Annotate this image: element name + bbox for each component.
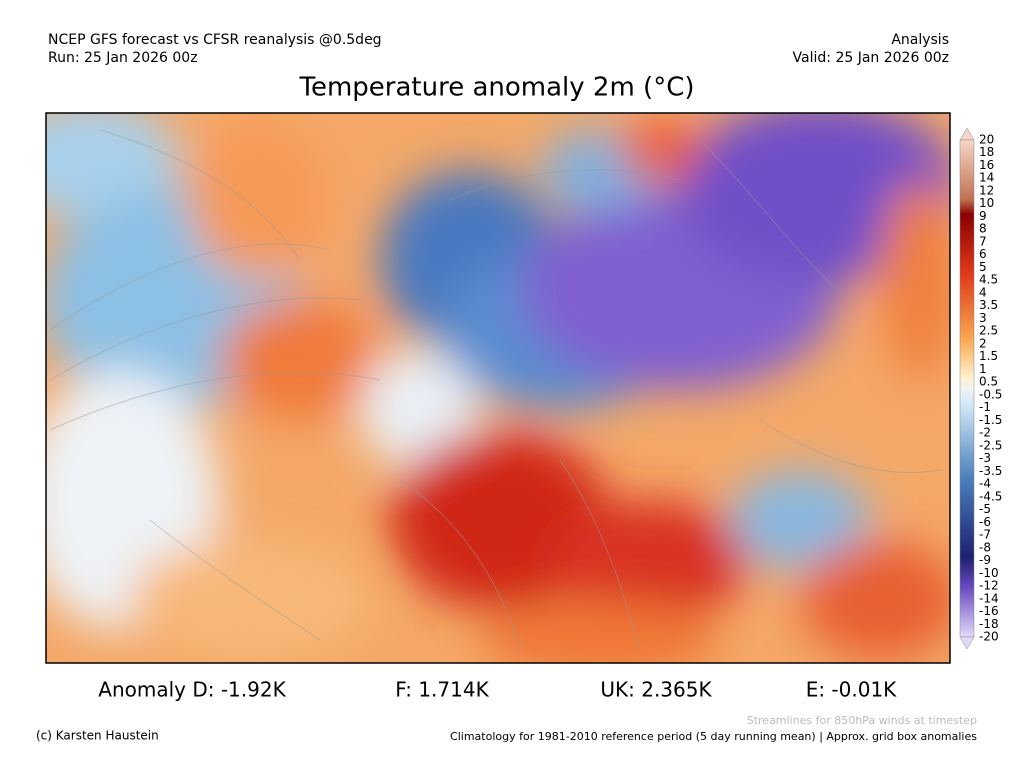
colorbar-label: 20 bbox=[979, 133, 994, 147]
colorbar-label: 14 bbox=[979, 171, 994, 185]
colorbar-label: 6 bbox=[979, 247, 987, 261]
credit: (c) Karsten Haustein bbox=[36, 729, 159, 743]
title: Temperature anomaly 2m (°C) bbox=[299, 73, 695, 103]
colorbar-label: -10 bbox=[979, 566, 999, 580]
colorbar-label: 3 bbox=[979, 311, 987, 325]
climatology-note: Climatology for 1981-2010 reference peri… bbox=[450, 730, 977, 743]
colorbar-label: -5 bbox=[979, 502, 991, 516]
colorbar-label: 4.5 bbox=[979, 273, 998, 287]
colorbar-label: 10 bbox=[979, 196, 994, 210]
colorbar-label: 5 bbox=[979, 260, 987, 274]
colorbar-label: -7 bbox=[979, 528, 991, 542]
colorbar-label: -3.5 bbox=[979, 464, 1002, 478]
stat: F: 1.714K bbox=[395, 678, 489, 702]
header: NCEP GFS forecast vs CFSR reanalysis @0.… bbox=[48, 32, 949, 103]
map bbox=[46, 113, 950, 663]
colorbar-label: -6 bbox=[979, 515, 991, 529]
colorbar-label: 4 bbox=[979, 285, 987, 299]
map-frame bbox=[45, 112, 951, 664]
colorbar-label: 2.5 bbox=[979, 324, 998, 338]
colorbar-label: 8 bbox=[979, 222, 987, 236]
colorbar: 201816141210987654.543.532.521.510.5-0.5… bbox=[959, 127, 1002, 650]
colorbar-label: 0.5 bbox=[979, 375, 998, 389]
colorbar-label: -14 bbox=[979, 591, 999, 605]
colorbar-label: -1 bbox=[979, 400, 991, 414]
colorbar-label: -16 bbox=[979, 604, 999, 618]
stat: Anomaly D: -1.92K bbox=[98, 678, 286, 702]
colorbar-label: -18 bbox=[979, 617, 999, 631]
colorbar-label: -1.5 bbox=[979, 413, 1002, 427]
colorbar-label: -4.5 bbox=[979, 489, 1002, 503]
colorbar-label: -2 bbox=[979, 426, 991, 440]
stat: UK: 2.365K bbox=[600, 678, 712, 702]
header-right: Analysis bbox=[891, 32, 949, 48]
stats: Anomaly D: -1.92K F: 1.714K UK: 2.365K E… bbox=[98, 678, 897, 702]
stat: E: -0.01K bbox=[806, 678, 897, 702]
header-left: Run: 25 Jan 2026 00z bbox=[48, 50, 198, 66]
colorbar-label: -20 bbox=[979, 630, 999, 644]
header-left: NCEP GFS forecast vs CFSR reanalysis @0.… bbox=[48, 32, 382, 48]
colorbar-label: -12 bbox=[979, 579, 999, 593]
colorbar-label: -2.5 bbox=[979, 438, 1002, 452]
colorbar-label: 3.5 bbox=[979, 298, 998, 312]
streamline-note: Streamlines for 850hPa winds at timestep bbox=[747, 714, 977, 727]
header-right: Valid: 25 Jan 2026 00z bbox=[793, 50, 949, 66]
colorbar-label: -3 bbox=[979, 451, 991, 465]
colorbar-label: 1.5 bbox=[979, 349, 998, 363]
colorbar-label: 2 bbox=[979, 336, 987, 350]
colorbar-label: 18 bbox=[979, 145, 994, 159]
colorbar-label: 1 bbox=[979, 362, 987, 376]
colorbar-label: -4 bbox=[979, 477, 991, 491]
colorbar-label: 16 bbox=[979, 158, 994, 172]
colorbar-label: 12 bbox=[979, 183, 994, 197]
colorbar-label: -9 bbox=[979, 553, 991, 567]
colorbar-label: 7 bbox=[979, 234, 987, 248]
colorbar-label: -8 bbox=[979, 540, 991, 554]
colorbar-label: 9 bbox=[979, 209, 987, 223]
colorbar-label: -0.5 bbox=[979, 387, 1002, 401]
